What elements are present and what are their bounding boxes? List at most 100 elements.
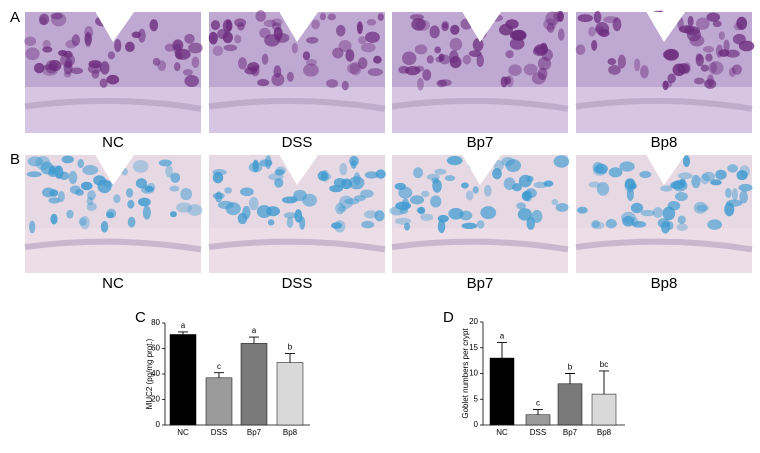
crypt bbox=[50, 213, 58, 225]
crypt bbox=[411, 18, 426, 31]
crypt bbox=[306, 36, 319, 44]
crypt bbox=[373, 55, 382, 64]
crypt bbox=[674, 191, 688, 202]
crypt bbox=[557, 28, 565, 41]
crypt bbox=[608, 167, 623, 178]
crypt bbox=[47, 169, 59, 177]
crypt bbox=[461, 222, 478, 229]
micrograph-label: Bp7 bbox=[467, 275, 494, 292]
crypt bbox=[184, 33, 195, 44]
micrograph-label: Bp7 bbox=[467, 134, 494, 151]
bar bbox=[240, 343, 268, 426]
crypt bbox=[505, 19, 519, 30]
crypt bbox=[409, 195, 425, 205]
crypt bbox=[437, 219, 446, 234]
significance-letter: a bbox=[252, 326, 257, 335]
crypt bbox=[663, 48, 679, 61]
y-axis-label: Goblet numbers per crypt bbox=[461, 328, 470, 419]
crypt bbox=[708, 61, 724, 75]
crypt bbox=[501, 156, 515, 167]
lumen bbox=[462, 12, 502, 42]
y-tick-label: 20 bbox=[469, 317, 478, 326]
crypt bbox=[215, 191, 223, 203]
crypt bbox=[281, 196, 298, 204]
crypt bbox=[217, 28, 229, 40]
crypt bbox=[319, 12, 327, 21]
crypt bbox=[523, 63, 538, 76]
crypt bbox=[432, 179, 442, 193]
crypt bbox=[715, 169, 727, 180]
crypt bbox=[78, 217, 87, 226]
crypt bbox=[142, 205, 151, 220]
crypt bbox=[237, 57, 247, 70]
crypt bbox=[534, 44, 549, 55]
crypt bbox=[492, 167, 502, 180]
crypt bbox=[691, 174, 701, 189]
crypt bbox=[377, 13, 384, 21]
crypt bbox=[144, 185, 154, 192]
crypt bbox=[531, 72, 546, 85]
crypt bbox=[509, 37, 525, 50]
crypt bbox=[639, 170, 652, 179]
crypt bbox=[543, 180, 554, 187]
bar bbox=[591, 393, 617, 426]
crypt bbox=[401, 51, 417, 66]
lumen bbox=[279, 155, 319, 185]
crypt bbox=[267, 219, 275, 226]
crypt bbox=[555, 202, 569, 212]
crypt bbox=[182, 68, 193, 76]
crypt bbox=[662, 80, 669, 91]
crypt bbox=[50, 12, 63, 20]
crypt bbox=[622, 215, 635, 227]
crypt bbox=[450, 24, 460, 35]
crypt bbox=[291, 42, 298, 54]
crypt bbox=[303, 63, 319, 77]
x-tick-label: Bp7 bbox=[247, 428, 262, 437]
crypt bbox=[87, 190, 96, 201]
y-tick-label: 60 bbox=[151, 344, 160, 353]
crypt bbox=[273, 65, 282, 78]
significance-letter: a bbox=[500, 332, 505, 341]
crypt bbox=[505, 50, 514, 59]
crypt bbox=[707, 74, 714, 87]
crypt bbox=[320, 170, 329, 182]
crypt bbox=[169, 185, 180, 192]
crypt bbox=[677, 172, 693, 180]
crypt bbox=[102, 180, 114, 188]
crypt bbox=[173, 62, 181, 72]
crypt bbox=[465, 190, 474, 201]
crypt bbox=[591, 40, 598, 51]
bar bbox=[489, 357, 515, 426]
crypt bbox=[483, 185, 492, 197]
crypt bbox=[724, 202, 735, 217]
crypt bbox=[476, 220, 485, 229]
lumen bbox=[95, 12, 135, 42]
crypt bbox=[361, 220, 375, 229]
crypt bbox=[311, 19, 320, 30]
crypt bbox=[437, 214, 449, 223]
crypt bbox=[212, 169, 227, 176]
crypt bbox=[696, 204, 709, 212]
crypt bbox=[705, 53, 713, 62]
crypt bbox=[612, 17, 622, 32]
crypt bbox=[624, 178, 636, 190]
crypt bbox=[135, 178, 148, 189]
crypt bbox=[131, 31, 142, 39]
crypt bbox=[210, 20, 221, 31]
crypt bbox=[710, 179, 722, 186]
crypt bbox=[395, 217, 411, 225]
crypt bbox=[441, 22, 449, 32]
crypt bbox=[449, 50, 459, 64]
crypt bbox=[422, 69, 432, 81]
crypt bbox=[652, 207, 664, 218]
muscle-layer bbox=[391, 238, 569, 253]
crypt bbox=[86, 196, 94, 206]
crypt bbox=[224, 187, 232, 194]
crypt bbox=[509, 30, 526, 41]
crypt bbox=[438, 54, 451, 65]
crypt bbox=[472, 186, 479, 194]
error-bar bbox=[214, 372, 224, 378]
crypt bbox=[503, 177, 516, 190]
crypt bbox=[84, 31, 93, 46]
crypt bbox=[113, 194, 121, 204]
